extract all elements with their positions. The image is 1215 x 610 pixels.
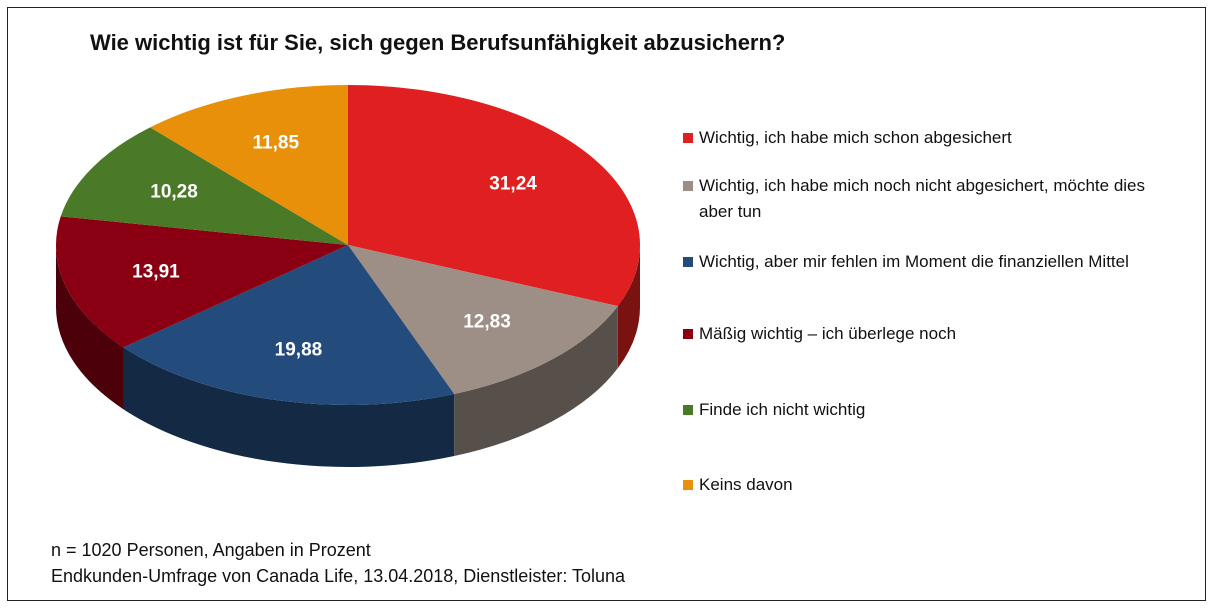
legend-swatch (683, 133, 693, 143)
slice (348, 245, 618, 395)
legend-swatch (683, 480, 693, 490)
legend-swatch (683, 329, 693, 339)
slice-side (617, 245, 640, 369)
slice (150, 85, 348, 245)
data-label: 13,91 (132, 262, 180, 283)
data-label: 10,28 (150, 182, 198, 203)
chart-frame (7, 7, 1206, 601)
legend-item: Finde ich nicht wichtig (683, 397, 1169, 423)
slice-side (123, 347, 455, 467)
legend-label: Keins davon (699, 475, 793, 494)
legend-item: Wichtig, ich habe mich noch nicht abgesi… (683, 173, 1169, 225)
legend-item: Wichtig, ich habe mich schon abgesichert (683, 125, 1169, 151)
slice (348, 85, 640, 307)
footnote: Endkunden-Umfrage von Canada Life, 13.04… (51, 566, 626, 586)
slice-side (454, 306, 618, 457)
legend-label: Wichtig, ich habe mich schon abgesichert (699, 128, 1012, 147)
slice (60, 127, 349, 245)
legend-item: Keins davon (683, 472, 1169, 498)
footnote: n = 1020 Personen, Angaben in Prozent (51, 540, 371, 560)
data-label: 12,83 (463, 312, 511, 333)
legend-swatch (683, 181, 693, 191)
legend-label: Mäßig wichtig – ich überlege noch (699, 324, 957, 343)
data-label: 19,88 (275, 339, 323, 360)
data-label: 31,24 (489, 174, 537, 195)
data-label: 11,85 (253, 133, 300, 154)
slice-side (56, 245, 124, 410)
legend-label: Wichtig, ich habe mich noch nicht abgesi… (699, 176, 1146, 221)
legend-item: Mäßig wichtig – ich überlege noch (683, 321, 1169, 347)
slice (123, 245, 455, 405)
legend-swatch (683, 257, 693, 267)
legend-swatch (683, 405, 693, 415)
legend-item: Wichtig, aber mir fehlen im Moment die f… (683, 249, 1169, 275)
slice (55, 216, 348, 348)
legend-label: Wichtig, aber mir fehlen im Moment die f… (699, 252, 1129, 271)
chart-title: Wie wichtig ist für Sie, sich gegen Beru… (90, 30, 786, 55)
legend-label: Finde ich nicht wichtig (699, 400, 866, 419)
